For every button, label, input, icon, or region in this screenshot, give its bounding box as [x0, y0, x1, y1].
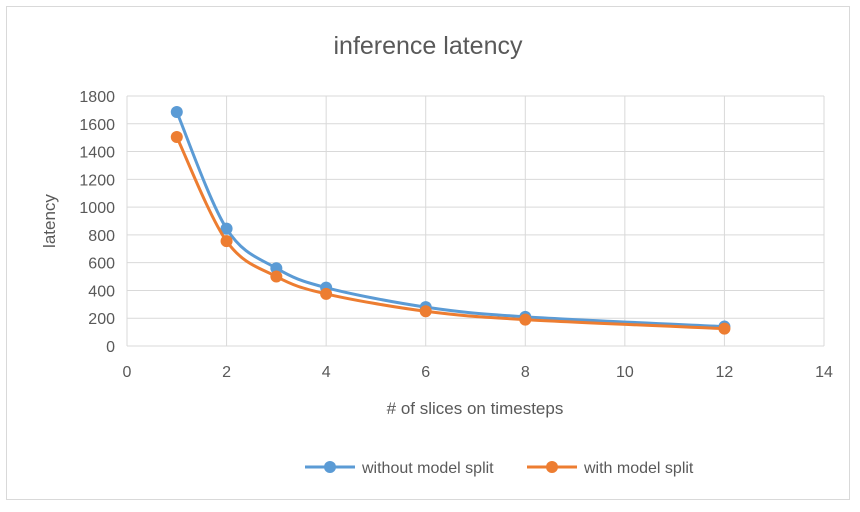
data-point [419, 305, 432, 318]
y-tick-label: 1200 [79, 172, 115, 189]
data-point [270, 270, 283, 283]
legend: without model split with model split [305, 460, 694, 477]
x-tick-label: 10 [616, 364, 634, 381]
x-tick-label: 2 [222, 364, 231, 381]
y-tick-label: 200 [88, 311, 115, 328]
x-axis-label: # of slices on timesteps [387, 399, 564, 418]
legend-swatch-marker [546, 461, 558, 473]
y-tick-label: 800 [88, 228, 115, 245]
series-layer [170, 105, 731, 335]
y-tick-label: 1800 [79, 89, 115, 106]
gridlines [126, 95, 825, 347]
data-point [170, 130, 183, 143]
chart-title: inference latency [333, 32, 523, 60]
legend-label: without model split [361, 460, 494, 477]
chart-svg: inference latency 0 200 400 600 800 1000 1200 1… [40, 32, 833, 477]
x-tick-label: 0 [123, 364, 132, 381]
y-tick-label: 0 [106, 339, 115, 356]
data-point [220, 222, 233, 235]
y-tick-labels: 0 200 400 600 800 1000 1200 1400 1600 1800 [79, 89, 115, 356]
data-point [320, 287, 333, 300]
series-line [175, 111, 725, 329]
x-tick-labels: 0 2 4 6 8 10 12 14 [123, 364, 833, 381]
y-tick-label: 1400 [79, 145, 115, 162]
y-tick-label: 1000 [79, 200, 115, 217]
chart-frame: inference latency 0 200 400 600 800 1000 1200 1… [6, 6, 850, 500]
data-point [170, 105, 183, 118]
legend-swatch-marker [324, 461, 336, 473]
data-point [220, 235, 233, 248]
y-tick-label: 1600 [79, 117, 115, 134]
y-tick-label: 600 [88, 256, 115, 273]
x-tick-label: 12 [716, 364, 734, 381]
data-point [718, 322, 731, 335]
y-tick-label: 400 [88, 283, 115, 300]
data-point [519, 313, 532, 326]
y-axis-label: latency [40, 194, 59, 248]
x-tick-label: 6 [421, 364, 430, 381]
x-tick-label: 14 [815, 364, 833, 381]
x-tick-label: 8 [521, 364, 530, 381]
series-line [175, 136, 725, 331]
data-point [270, 262, 283, 275]
series-2 [170, 130, 731, 335]
legend-label: with model split [583, 460, 694, 477]
series-1 [170, 105, 731, 333]
x-tick-label: 4 [322, 364, 331, 381]
